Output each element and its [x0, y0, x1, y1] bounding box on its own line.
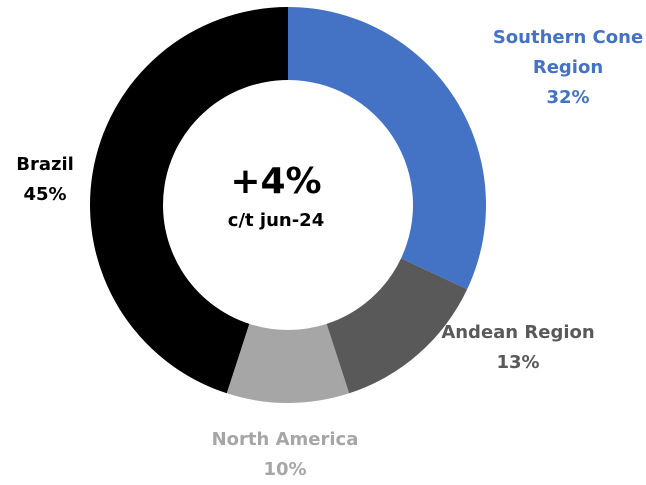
category-label: North America: [211, 429, 359, 450]
slice-label: Southern Cone Region 32%: [483, 23, 646, 113]
donut-slice: [89, 7, 289, 394]
slice-label: Andean Region 13%: [418, 318, 618, 378]
center-value: +4%: [230, 161, 321, 202]
value-label: 10%: [263, 459, 307, 480]
center-caption: c/t jun-24: [228, 210, 324, 231]
slice-label: Brazil 45%: [5, 150, 85, 210]
donut-slice: [326, 258, 468, 394]
value-label: 32%: [546, 87, 590, 108]
value-label: 45%: [23, 184, 67, 205]
category-label: Southern Cone Region: [492, 27, 644, 78]
category-label: Brazil: [16, 154, 74, 175]
donut-slice: [288, 7, 486, 290]
category-label: Andean Region: [441, 322, 595, 343]
slice-label: North America 10%: [185, 425, 385, 485]
value-label: 13%: [496, 352, 540, 373]
donut-slice: [226, 323, 350, 403]
